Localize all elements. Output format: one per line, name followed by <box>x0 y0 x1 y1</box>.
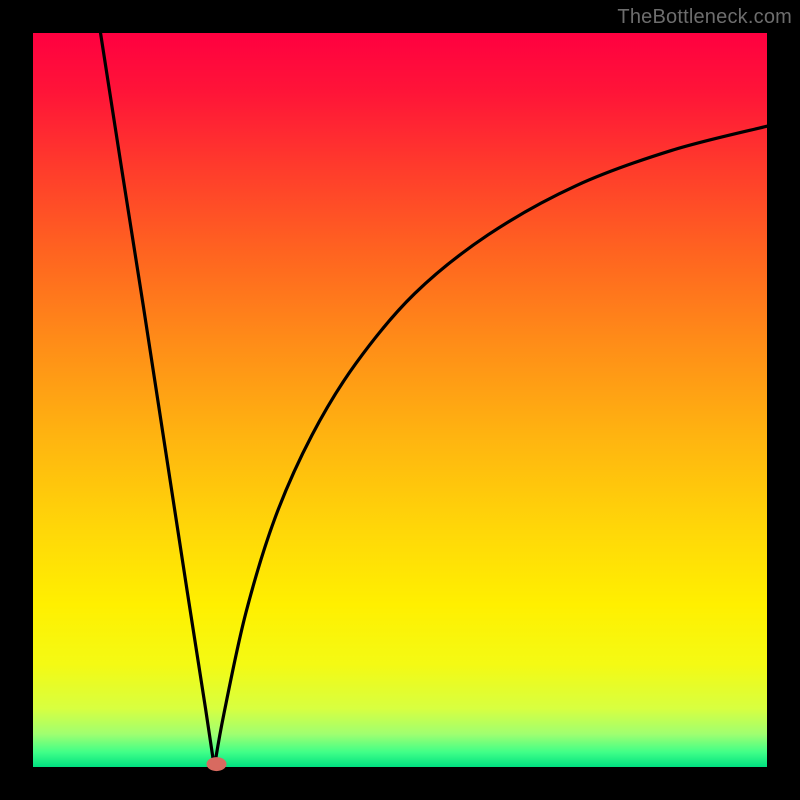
watermark-text: TheBottleneck.com <box>617 6 792 29</box>
chart-container: { "watermark": { "text": "TheBottleneck.… <box>0 0 800 800</box>
plot-area-gradient <box>33 33 767 767</box>
bottleneck-chart <box>0 0 800 800</box>
dip-marker <box>207 757 227 771</box>
